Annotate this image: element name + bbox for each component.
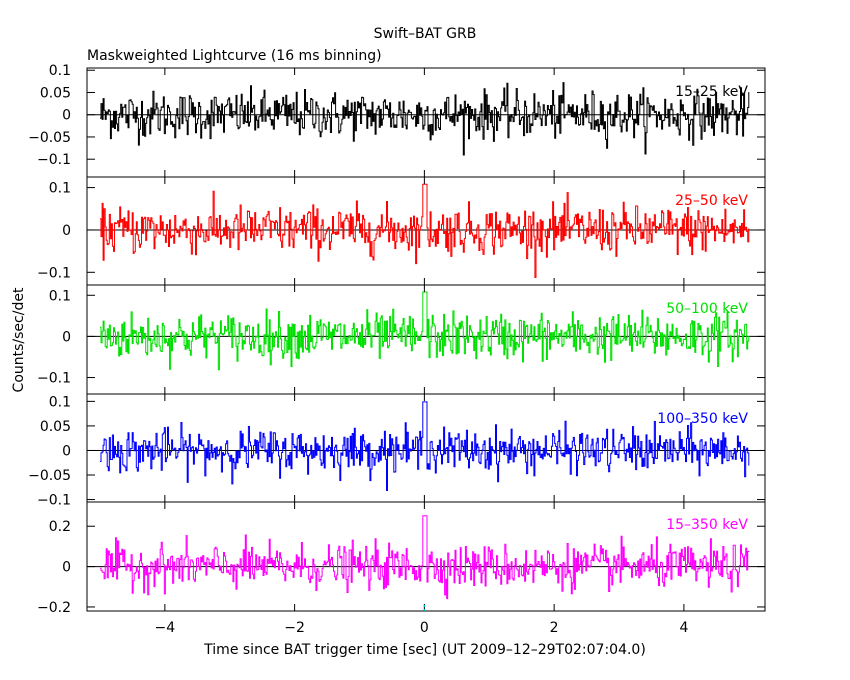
series-label: 25–50 keV bbox=[675, 193, 748, 209]
series-line bbox=[100, 183, 750, 278]
x-tick-label: 4 bbox=[679, 620, 688, 636]
y-tick-label: −0.2 bbox=[37, 600, 71, 616]
panel-3: 0.1 0 −0.1 50–100 keV bbox=[37, 284, 766, 395]
x-tick-label: −2 bbox=[284, 620, 305, 636]
y-tick-label: 0.1 bbox=[49, 288, 71, 304]
series-label: 15–25 keV bbox=[675, 84, 748, 100]
series-line bbox=[100, 515, 750, 600]
x-tick-label: −4 bbox=[155, 620, 176, 636]
chart-subtitle: Maskweighted Lightcurve (16 ms binning) bbox=[87, 48, 382, 64]
y-tick-label: −0.05 bbox=[28, 468, 71, 484]
y-tick-label: −0.1 bbox=[37, 371, 71, 387]
panel-frame bbox=[86, 501, 766, 612]
y-tick-label: 0 bbox=[62, 560, 71, 576]
series-line bbox=[100, 82, 750, 156]
y-axis-label: Counts/sec/det bbox=[11, 287, 27, 392]
chart-title: Swift–BAT GRB bbox=[374, 26, 477, 42]
y-tick-label: 0.1 bbox=[49, 181, 71, 197]
y-tick-label: 0.05 bbox=[40, 85, 71, 101]
y-tick-label: −0.05 bbox=[28, 130, 71, 146]
series-line bbox=[100, 291, 750, 371]
panel-5: 0.2 0 −0.2 15–350 keV bbox=[37, 501, 766, 616]
series-label: 15–350 keV bbox=[666, 517, 748, 533]
x-tick-labels: −4 −2 0 2 4 bbox=[155, 620, 689, 636]
y-tick-label: −0.1 bbox=[37, 152, 71, 168]
y-tick-label: 0 bbox=[62, 443, 71, 459]
panel-1: 0.1 0.05 0 −0.05 −0.1 15–25 keV bbox=[28, 63, 766, 178]
panels-group: 0.1 0.05 0 −0.05 −0.1 15–25 keV 0.1 0 −0.1 25–50 … bbox=[28, 63, 766, 636]
y-tick-label: 0.05 bbox=[40, 419, 71, 435]
y-tick-label: 0.1 bbox=[49, 394, 71, 410]
y-tick-label: −0.1 bbox=[37, 265, 71, 281]
x-tick-label: 0 bbox=[420, 620, 429, 636]
x-tick-label: 2 bbox=[550, 620, 559, 636]
y-tick-label: 0.1 bbox=[49, 63, 71, 79]
y-tick-label: 0.2 bbox=[49, 519, 71, 535]
y-tick-label: 0 bbox=[62, 108, 71, 124]
y-tick-label: −0.1 bbox=[37, 493, 71, 509]
y-tick-label: 0 bbox=[62, 223, 71, 239]
panel-2: 0.1 0 −0.1 25–50 keV bbox=[37, 176, 766, 286]
series-line bbox=[100, 401, 750, 491]
panel-frame bbox=[86, 176, 766, 286]
series-label: 100–350 keV bbox=[657, 411, 748, 427]
panel-4: 0.1 0.05 0 −0.05 −0.1 100–350 keV bbox=[28, 393, 766, 509]
y-tick-label: 0 bbox=[62, 329, 71, 345]
x-axis-label: Time since BAT trigger time [sec] (UT 20… bbox=[203, 642, 646, 658]
series-label: 50–100 keV bbox=[666, 301, 748, 317]
